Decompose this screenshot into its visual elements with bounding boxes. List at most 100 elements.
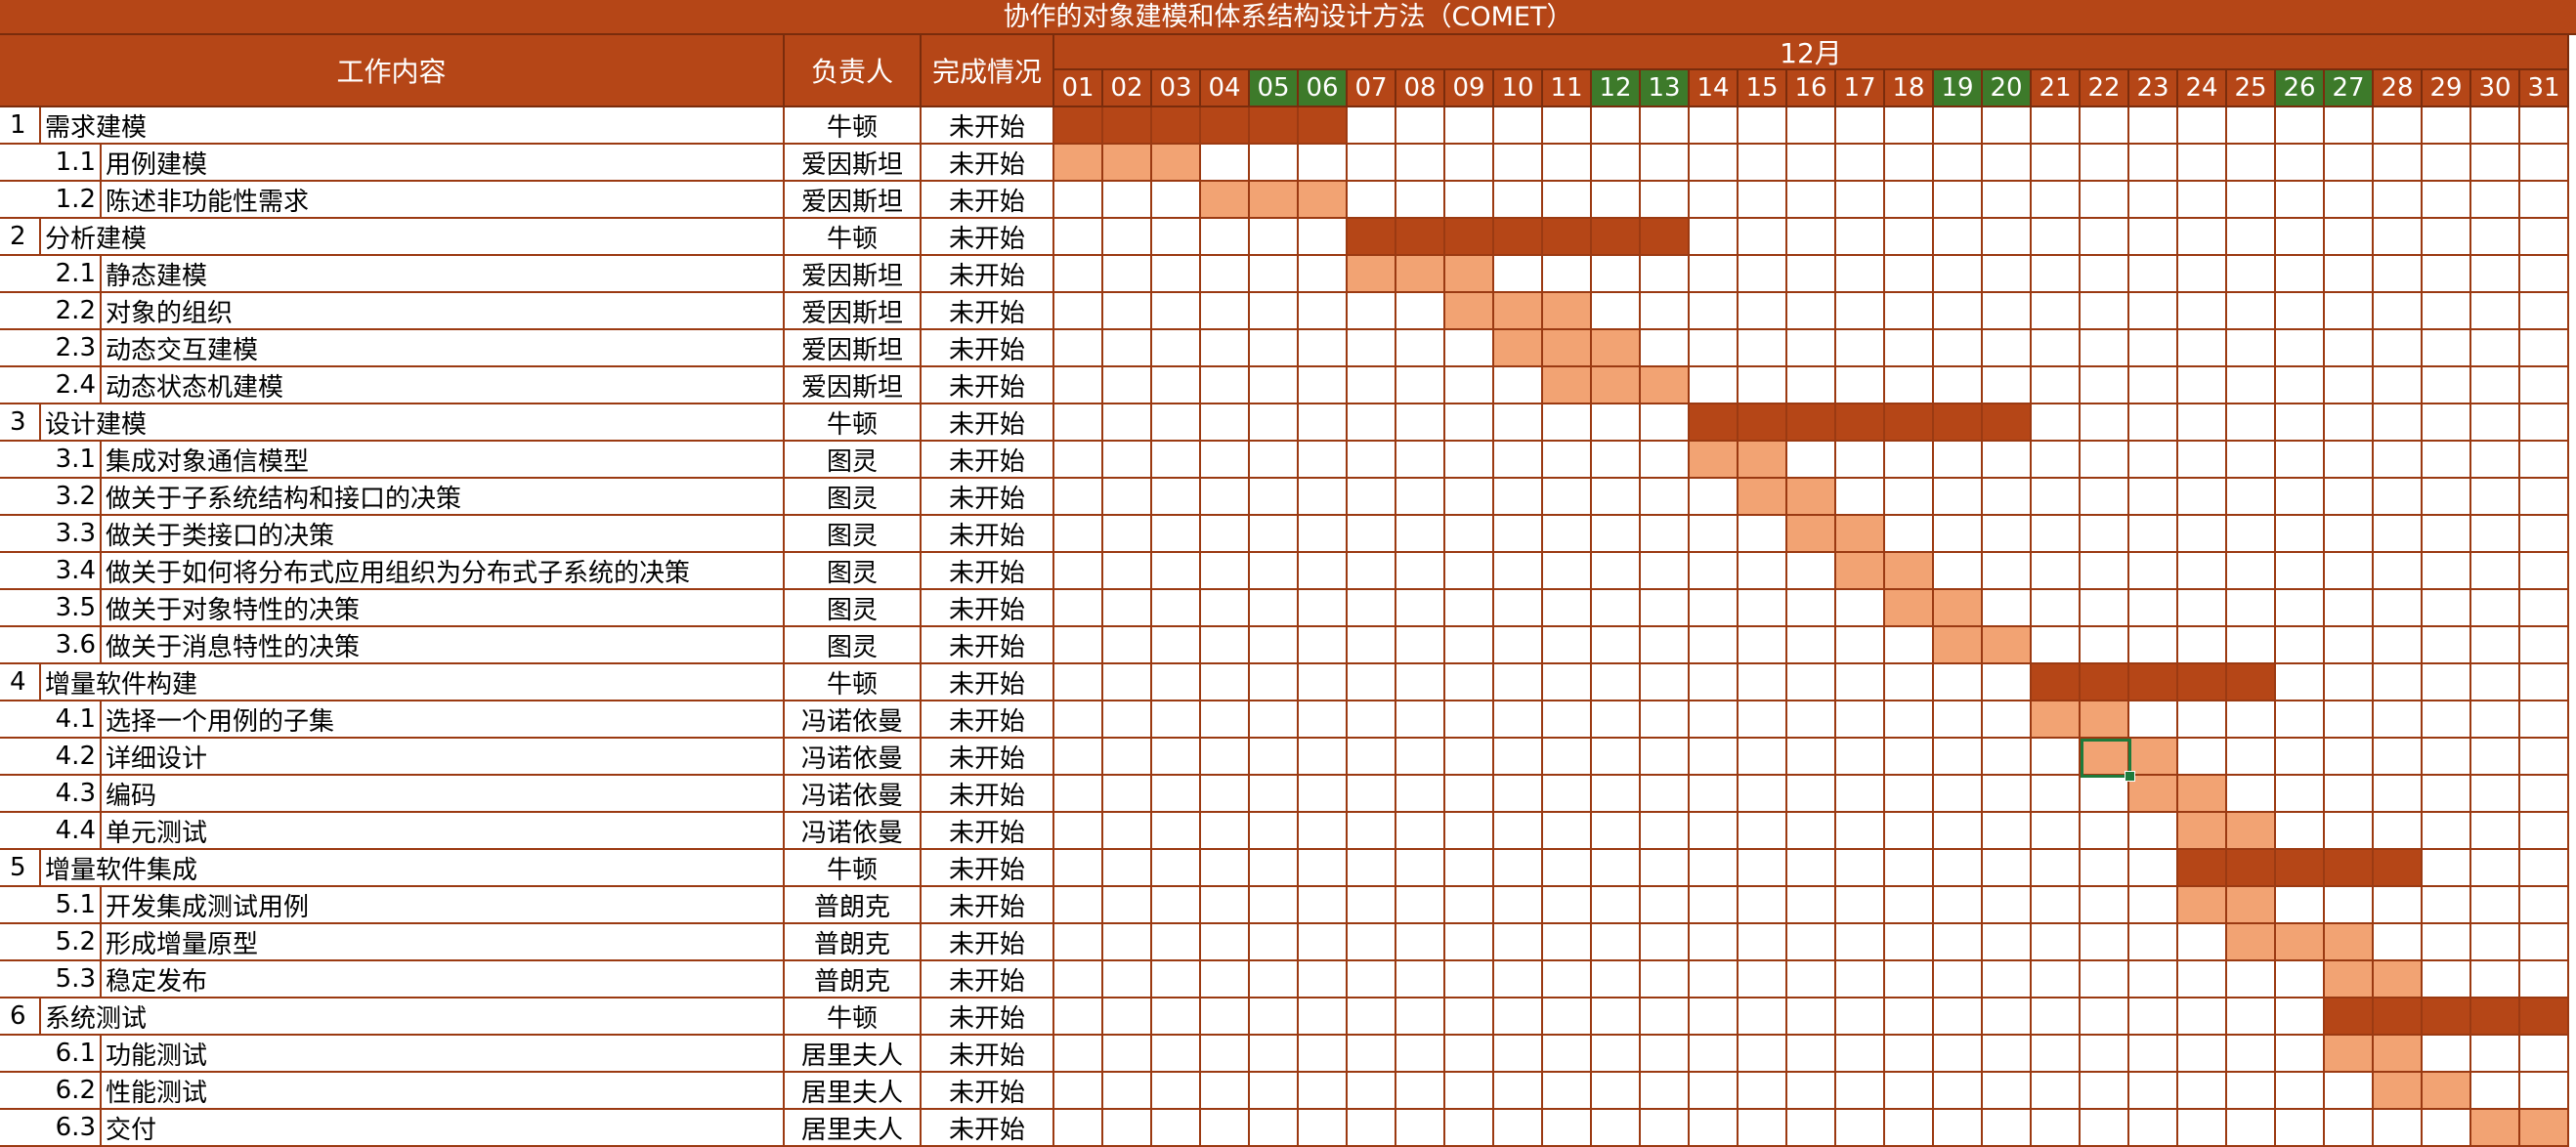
- task-bar-cell[interactable]: [1592, 367, 1641, 404]
- gantt-cell[interactable]: [1641, 145, 1690, 182]
- gantt-cell[interactable]: [1201, 516, 1250, 553]
- gantt-cell[interactable]: [1739, 961, 1787, 998]
- gantt-cell[interactable]: [2471, 664, 2520, 701]
- gantt-cell[interactable]: [2178, 219, 2227, 256]
- gantt-cell[interactable]: [1787, 145, 1836, 182]
- phase-bar-cell[interactable]: [1739, 404, 1787, 442]
- phase-bar-cell[interactable]: [1152, 107, 1201, 145]
- gantt-cell[interactable]: [1152, 664, 1201, 701]
- gantt-cell[interactable]: [1445, 107, 1494, 145]
- task-bar-cell[interactable]: [2032, 701, 2081, 739]
- gantt-cell[interactable]: [1690, 961, 1739, 998]
- gantt-cell[interactable]: [2178, 924, 2227, 961]
- gantt-cell[interactable]: [2081, 107, 2129, 145]
- gantt-cell[interactable]: [1348, 590, 1396, 627]
- gantt-cell[interactable]: [1543, 590, 1592, 627]
- gantt-cell[interactable]: [2520, 182, 2569, 219]
- gantt-cell[interactable]: [1787, 367, 1836, 404]
- gantt-cell[interactable]: [1983, 145, 2032, 182]
- gantt-cell[interactable]: [1641, 256, 1690, 293]
- day-header-16[interactable]: 16: [1787, 70, 1836, 107]
- gantt-cell[interactable]: [1787, 776, 1836, 813]
- gantt-cell[interactable]: [2276, 145, 2325, 182]
- gantt-cell[interactable]: [1934, 442, 1983, 479]
- phase-bar-cell[interactable]: [1983, 404, 2032, 442]
- gantt-cell[interactable]: [2423, 961, 2471, 998]
- phase-bar-cell[interactable]: [2227, 664, 2276, 701]
- gantt-cell[interactable]: [2129, 404, 2178, 442]
- gantt-cell[interactable]: [2374, 813, 2423, 850]
- gantt-cell[interactable]: [2081, 516, 2129, 553]
- gantt-cell[interactable]: [2520, 1036, 2569, 1073]
- gantt-cell[interactable]: [2471, 293, 2520, 330]
- gantt-cell[interactable]: [2325, 293, 2374, 330]
- gantt-cell[interactable]: [2520, 887, 2569, 924]
- task-status[interactable]: 未开始: [922, 219, 1054, 256]
- gantt-cell[interactable]: [2227, 182, 2276, 219]
- gantt-cell[interactable]: [1250, 961, 1299, 998]
- gantt-cell[interactable]: [2520, 219, 2569, 256]
- gantt-cell[interactable]: [1445, 924, 1494, 961]
- gantt-cell[interactable]: [2276, 553, 2325, 590]
- gantt-cell[interactable]: [1054, 256, 1103, 293]
- gantt-cell[interactable]: [1836, 590, 1885, 627]
- gantt-cell[interactable]: [1445, 1110, 1494, 1147]
- task-bar-cell[interactable]: [2129, 739, 2178, 776]
- gantt-cell[interactable]: [1836, 887, 1885, 924]
- gantt-cell[interactable]: [1885, 256, 1934, 293]
- gantt-cell[interactable]: [2374, 664, 2423, 701]
- gantt-cell[interactable]: [1299, 590, 1348, 627]
- gantt-cell[interactable]: [2471, 516, 2520, 553]
- gantt-cell[interactable]: [1641, 404, 1690, 442]
- gantt-cell[interactable]: [1787, 330, 1836, 367]
- gantt-cell[interactable]: [2276, 1110, 2325, 1147]
- gantt-cell[interactable]: [2227, 256, 2276, 293]
- gantt-cell[interactable]: [1445, 998, 1494, 1036]
- phase-bar-cell[interactable]: [1348, 219, 1396, 256]
- gantt-cell[interactable]: [1592, 182, 1641, 219]
- gantt-cell[interactable]: [1396, 145, 1445, 182]
- gantt-cell[interactable]: [1494, 1036, 1543, 1073]
- gantt-cell[interactable]: [2471, 367, 2520, 404]
- gantt-cell[interactable]: [1103, 182, 1152, 219]
- gantt-cell[interactable]: [1250, 1036, 1299, 1073]
- gantt-cell[interactable]: [2032, 256, 2081, 293]
- gantt-cell[interactable]: [1641, 1073, 1690, 1110]
- task-bar-cell[interactable]: [2325, 1036, 2374, 1073]
- gantt-cell[interactable]: [1690, 182, 1739, 219]
- task-owner[interactable]: 居里夫人: [785, 1073, 922, 1110]
- task-status[interactable]: 未开始: [922, 739, 1054, 776]
- gantt-cell[interactable]: [1348, 404, 1396, 442]
- gantt-cell[interactable]: [1983, 590, 2032, 627]
- gantt-cell[interactable]: [1787, 590, 1836, 627]
- gantt-cell[interactable]: [2423, 813, 2471, 850]
- task-bar-cell[interactable]: [1054, 145, 1103, 182]
- gantt-cell[interactable]: [2178, 182, 2227, 219]
- gantt-cell[interactable]: [2081, 590, 2129, 627]
- task-name[interactable]: 动态状态机建模: [102, 367, 785, 404]
- gantt-cell[interactable]: [1592, 442, 1641, 479]
- gantt-cell[interactable]: [1934, 330, 1983, 367]
- gantt-cell[interactable]: [1396, 293, 1445, 330]
- gantt-cell[interactable]: [1152, 1110, 1201, 1147]
- gantt-cell[interactable]: [2129, 367, 2178, 404]
- gantt-cell[interactable]: [2178, 479, 2227, 516]
- gantt-cell[interactable]: [1543, 442, 1592, 479]
- gantt-cell[interactable]: [2032, 293, 2081, 330]
- gantt-cell[interactable]: [1445, 182, 1494, 219]
- gantt-cell[interactable]: [2423, 1036, 2471, 1073]
- gantt-cell[interactable]: [2276, 739, 2325, 776]
- task-owner[interactable]: 爱因斯坦: [785, 367, 922, 404]
- gantt-cell[interactable]: [2423, 219, 2471, 256]
- gantt-cell[interactable]: [1641, 887, 1690, 924]
- gantt-cell[interactable]: [1836, 367, 1885, 404]
- gantt-cell[interactable]: [1641, 924, 1690, 961]
- gantt-cell[interactable]: [2032, 145, 2081, 182]
- gantt-cell[interactable]: [2423, 1110, 2471, 1147]
- gantt-cell[interactable]: [1739, 998, 1787, 1036]
- gantt-cell[interactable]: [1983, 182, 2032, 219]
- gantt-cell[interactable]: [2325, 330, 2374, 367]
- gantt-cell[interactable]: [2276, 219, 2325, 256]
- gantt-cell[interactable]: [1739, 664, 1787, 701]
- gantt-cell[interactable]: [1641, 293, 1690, 330]
